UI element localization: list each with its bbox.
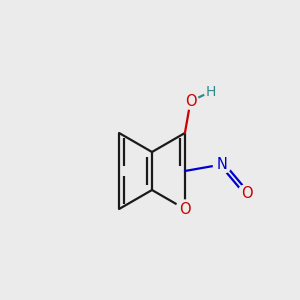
Circle shape [176, 200, 194, 218]
Circle shape [213, 155, 231, 173]
Text: O: O [179, 202, 191, 217]
Text: O: O [185, 94, 196, 109]
Text: H: H [206, 85, 216, 99]
Circle shape [182, 93, 199, 109]
Text: N: N [217, 157, 228, 172]
Circle shape [204, 85, 218, 99]
Text: O: O [241, 186, 253, 201]
Circle shape [238, 184, 256, 202]
